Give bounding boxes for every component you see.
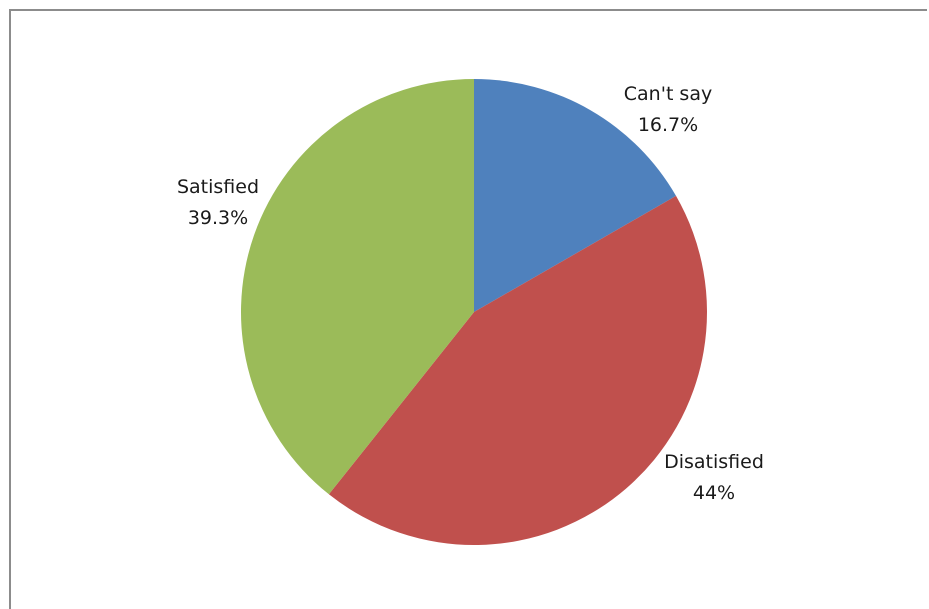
pie-slice-satisfied bbox=[240, 79, 474, 495]
slice-percent-label: 44% bbox=[693, 482, 735, 504]
slice-label-satisfied: Satisfied 39.3% bbox=[177, 176, 259, 229]
slice-category-label: Disatisfied bbox=[664, 451, 764, 473]
slice-percent-label: 16.7% bbox=[638, 114, 698, 136]
slice-label-can-t-say: Can't say 16.7% bbox=[624, 83, 712, 136]
pie-slice-can-t-say bbox=[474, 79, 677, 312]
slice-percent-label: 39.3% bbox=[188, 207, 248, 229]
pie-slice-disatisfied bbox=[328, 195, 707, 546]
slice-category-label: Can't say bbox=[624, 83, 712, 105]
slice-category-label: Satisfied bbox=[177, 176, 259, 198]
slice-label-disatisfied: Disatisfied 44% bbox=[664, 451, 764, 504]
